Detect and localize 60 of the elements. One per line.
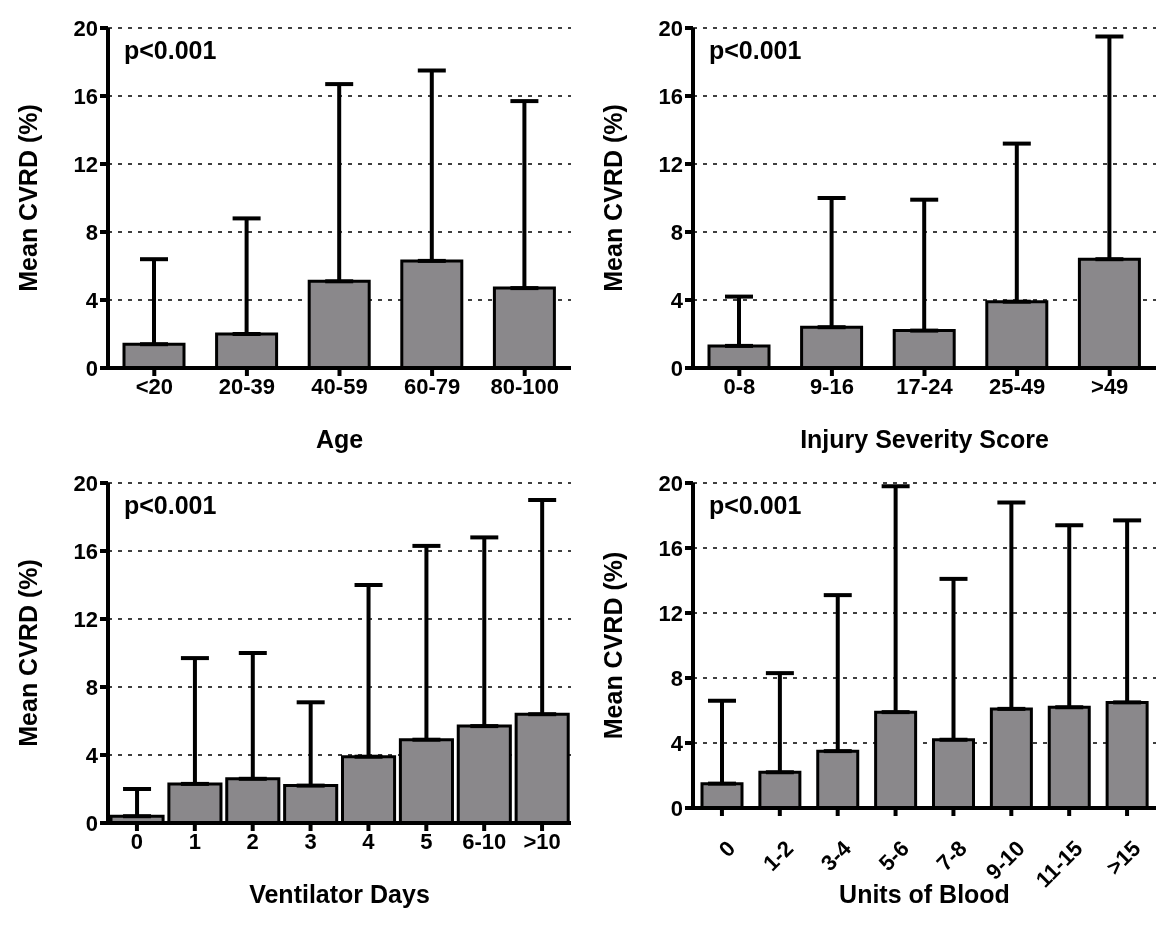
x-axis-title: Injury Severity Score xyxy=(800,425,1049,453)
x-tick-label: 17-24 xyxy=(896,373,954,399)
y-tick-label: 20 xyxy=(658,15,683,41)
x-tick-label: 20-39 xyxy=(218,373,276,399)
y-tick-label: 8 xyxy=(85,219,98,245)
x-tick-label: 3-4 xyxy=(815,835,857,876)
y-tick-label: 4 xyxy=(670,730,684,756)
annotation: p<0.001 xyxy=(124,491,217,520)
x-tick-label: 0 xyxy=(130,828,144,854)
x-tick-label: 5 xyxy=(420,828,433,854)
y-axis-title: Mean CVRD (%) xyxy=(13,559,42,747)
x-tick-label: 1 xyxy=(188,828,201,854)
x-tick-label: 7-8 xyxy=(931,835,972,876)
y-tick-label: 0 xyxy=(85,810,98,836)
x-tick-label: 0 xyxy=(713,835,741,862)
x-tick-label: 4 xyxy=(362,828,376,854)
y-tick-label: 12 xyxy=(73,606,98,632)
x-tick-label: >10 xyxy=(523,828,561,854)
y-tick-label: 0 xyxy=(85,355,98,381)
y-tick-label: 8 xyxy=(85,674,98,700)
x-tick-label: 5-6 xyxy=(873,835,914,876)
y-tick-label: 4 xyxy=(85,742,99,768)
y-tick-label: 16 xyxy=(73,83,98,109)
x-tick-label: 2 xyxy=(246,828,259,854)
x-tick-label: 80-100 xyxy=(490,373,559,399)
x-axis-title: Units of Blood xyxy=(839,880,1010,908)
x-tick-label: 6-10 xyxy=(462,828,507,854)
x-tick-label: <20 xyxy=(135,373,173,399)
y-tick-label: 4 xyxy=(85,287,99,313)
y-tick-label: 20 xyxy=(73,470,98,496)
y-tick-label: 20 xyxy=(73,15,98,41)
y-axis-title: Mean CVRD (%) xyxy=(13,104,42,292)
x-axis-title: Ventilator Days xyxy=(249,880,430,908)
y-axis-title: Mean CVRD (%) xyxy=(598,104,627,292)
y-tick-label: 12 xyxy=(658,151,683,177)
y-tick-label: 16 xyxy=(73,538,98,564)
y-tick-label: 0 xyxy=(670,355,683,381)
annotation: p<0.001 xyxy=(709,36,802,65)
x-tick-label: 9-16 xyxy=(809,373,854,399)
x-tick-label: 1-2 xyxy=(758,835,799,876)
x-tick-label: 60-79 xyxy=(403,373,461,399)
y-axis-title: Mean CVRD (%) xyxy=(598,551,627,740)
y-tick-label: 16 xyxy=(658,83,683,109)
y-tick-label: 20 xyxy=(658,470,683,496)
y-tick-label: 8 xyxy=(670,219,683,245)
y-tick-label: 8 xyxy=(670,665,683,691)
x-tick-label: 3 xyxy=(304,828,317,854)
x-tick-label: 0-8 xyxy=(723,373,756,399)
annotation: p<0.001 xyxy=(709,491,802,520)
y-tick-label: 4 xyxy=(670,287,684,313)
x-axis-title: Age xyxy=(315,425,364,453)
y-tick-label: 16 xyxy=(658,535,683,561)
x-tick-label: 25-49 xyxy=(988,373,1046,399)
annotation: p<0.001 xyxy=(124,36,217,65)
y-tick-label: 12 xyxy=(73,151,98,177)
x-tick-label: >15 xyxy=(1101,835,1146,880)
x-tick-label: >49 xyxy=(1091,373,1129,399)
y-tick-label: 0 xyxy=(670,795,683,821)
x-tick-label: 40-59 xyxy=(311,373,368,399)
y-tick-label: 12 xyxy=(658,600,683,626)
